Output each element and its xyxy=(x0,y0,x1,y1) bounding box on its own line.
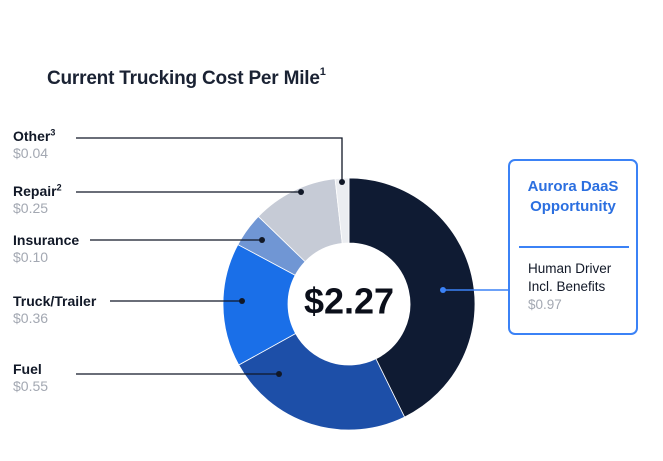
label-repair-name: Repair2 xyxy=(13,182,62,199)
callout-item-label: Human Driver Incl. Benefits xyxy=(528,260,611,296)
chart-title-footnote: 1 xyxy=(319,65,326,78)
label-other-value: $0.04 xyxy=(13,145,49,161)
leader-lines xyxy=(76,137,510,377)
leader-dot-repair xyxy=(298,189,304,195)
callout-title-line2: Opportunity xyxy=(530,198,616,215)
callout-item-line2: Incl. Benefits xyxy=(528,279,606,294)
label-truck-name: Truck/Trailer xyxy=(13,293,97,309)
leader-dot-fuel xyxy=(276,371,282,377)
aurora-callout-box: Aurora DaaS Opportunity Human Driver Inc… xyxy=(508,159,638,335)
label-insurance-value: $0.10 xyxy=(13,249,49,265)
label-other: Other3 $0.04 xyxy=(13,128,55,162)
callout-title: Aurora DaaS Opportunity xyxy=(510,177,636,217)
callout-divider xyxy=(519,246,629,248)
chart-title-text: Current Trucking Cost Per Mile xyxy=(47,68,320,89)
label-insurance-name: Insurance xyxy=(13,232,80,248)
label-other-name: Other3 xyxy=(13,127,56,144)
leader-line-other xyxy=(76,137,343,182)
label-repair-value: $0.25 xyxy=(13,200,49,216)
donut-slices xyxy=(222,177,476,431)
callout-title-line1: Aurora DaaS xyxy=(527,178,619,195)
chart-title: Current Trucking Cost Per Mile1 xyxy=(47,65,326,90)
label-repair: Repair2 $0.25 xyxy=(13,183,62,217)
leader-dot-insurance xyxy=(259,237,265,243)
leader-dot-driver xyxy=(440,287,446,293)
label-truck: Truck/Trailer $0.36 xyxy=(13,293,96,327)
center-total: $2.27 xyxy=(304,281,394,322)
label-truck-value: $0.36 xyxy=(13,310,49,326)
donut-hole xyxy=(288,243,410,365)
leader-dot-truck xyxy=(239,298,245,304)
callout-item-line1: Human Driver xyxy=(528,261,612,276)
label-insurance: Insurance $0.10 xyxy=(13,232,79,266)
callout-item-value: $0.97 xyxy=(528,297,562,312)
label-fuel-name: Fuel xyxy=(13,361,42,377)
label-fuel-value: $0.55 xyxy=(13,378,49,394)
label-fuel: Fuel $0.55 xyxy=(13,361,48,395)
leader-dot-other xyxy=(339,179,345,185)
